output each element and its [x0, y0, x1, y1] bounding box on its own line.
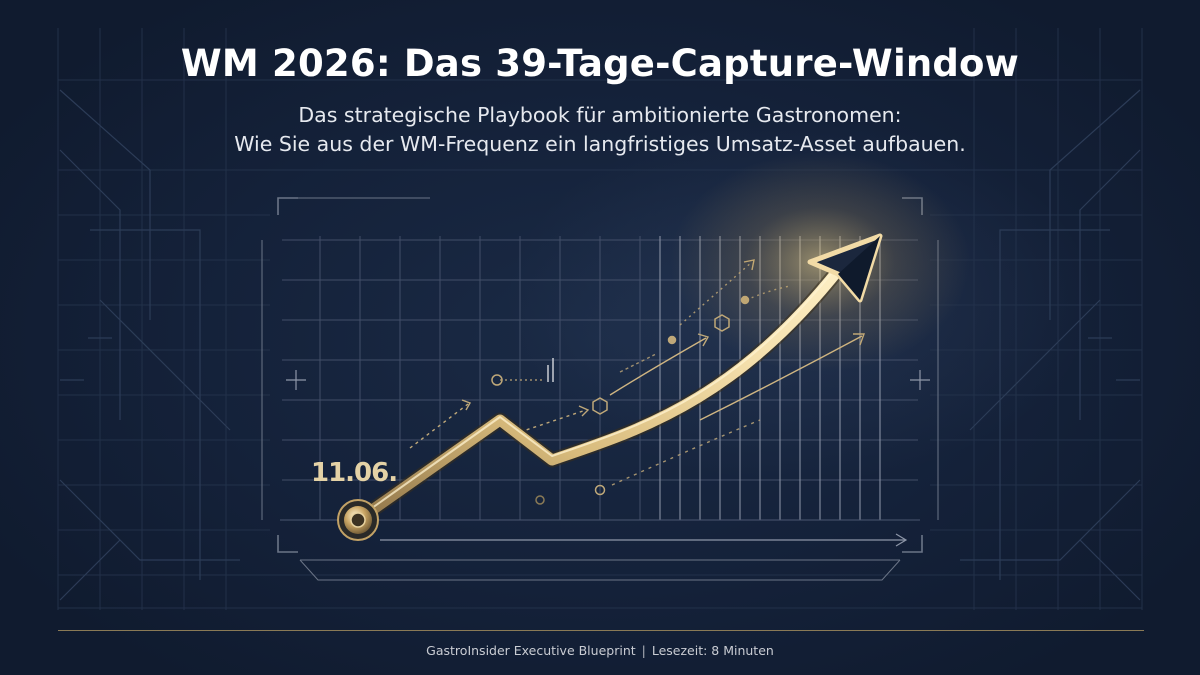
- footer: GastroInsider Executive Blueprint | Lese…: [0, 643, 1200, 658]
- footer-source: GastroInsider Executive Blueprint: [426, 643, 636, 658]
- footer-reading-time: Lesezeit: 8 Minuten: [651, 643, 774, 658]
- crosshair-marks: [286, 370, 930, 390]
- right-side-diagram: [960, 89, 1141, 601]
- start-date-label: 11.06.: [311, 458, 398, 488]
- footer-separator: |: [641, 643, 646, 658]
- footer-divider: [58, 630, 1144, 631]
- subtitle-line-1: Das strategische Playbook für ambitionie…: [298, 103, 902, 127]
- x-axis-arrow: [280, 518, 920, 547]
- left-side-diagram: [59, 89, 240, 601]
- start-point-icon: [337, 499, 379, 541]
- subtitle-line-2: Wie Sie aus der WM-Frequenz ein langfris…: [234, 132, 966, 156]
- growth-arrow: [352, 233, 883, 527]
- page-title: WM 2026: Das 39-Tage-Capture-Window: [180, 42, 1020, 85]
